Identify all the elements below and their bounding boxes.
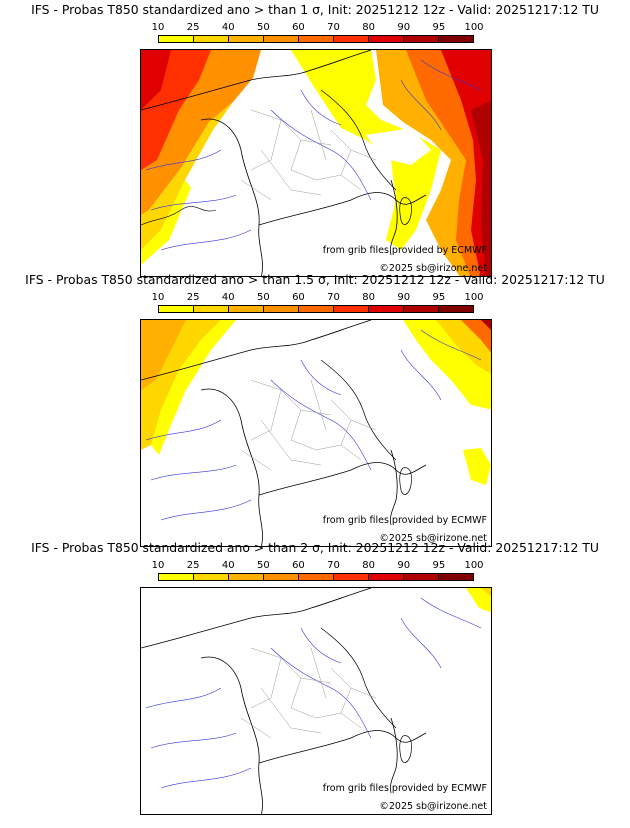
colorbar-swatch — [369, 574, 404, 580]
colorbar-labels: 10 25 40 50 60 70 80 90 95 100 — [152, 292, 484, 304]
colorbar-swatch — [264, 36, 299, 42]
colorbar-tick-label: 60 — [292, 292, 305, 303]
colorbar-swatch — [229, 306, 264, 312]
colorbar-tick-label: 70 — [327, 22, 340, 33]
colorbar-tick-label: 90 — [397, 560, 411, 571]
colorbar-swatch — [299, 306, 334, 312]
colorbar-tick-label: 90 — [397, 292, 411, 303]
source-credit: from grib files provided by ECMWF — [322, 515, 487, 526]
colorbar-tick-label: 10 — [151, 22, 165, 33]
colorbar-swatch — [439, 36, 473, 42]
colorbar-tick-label: 25 — [186, 560, 200, 571]
source-credit: from grib files provided by ECMWF — [322, 783, 487, 794]
colorbar-tick-label: 25 — [186, 292, 200, 303]
colorbar-swatch — [299, 574, 334, 580]
copyright-credit: ©2025 sb@irizone.net — [379, 533, 487, 544]
colorbar-tick-label: 80 — [362, 292, 376, 303]
colorbar-swatch — [159, 574, 194, 580]
colorbar-labels: 10 25 40 50 60 70 80 90 95 100 — [152, 560, 484, 572]
copyright-credit: ©2025 sb@irizone.net — [379, 801, 487, 812]
colorbar-tick-label: 70 — [327, 560, 340, 571]
probability-map: from grib files provided by ECMWF ©2025 … — [140, 587, 492, 815]
map-panel-3: IFS - Probas T850 standardized ano > tha… — [0, 538, 630, 815]
colorbar — [158, 573, 474, 581]
map-panel-2: IFS - Probas T850 standardized ano > tha… — [0, 270, 630, 547]
colorbar-tick-label: 95 — [432, 22, 446, 33]
colorbar-labels: 10 25 40 50 60 70 80 90 95 100 — [152, 22, 484, 34]
colorbar-swatch — [334, 36, 369, 42]
source-credit: from grib files provided by ECMWF — [322, 245, 487, 256]
colorbar-tick-label: 60 — [292, 22, 305, 33]
panel-title: IFS - Probas T850 standardized ano > tha… — [25, 272, 605, 287]
probability-map: from grib files provided by ECMWF ©2025 … — [140, 319, 492, 547]
colorbar-swatch — [159, 306, 194, 312]
colorbar-tick-label: 50 — [256, 292, 270, 303]
panel-title: IFS - Probas T850 standardized ano > tha… — [31, 2, 599, 17]
colorbar-tick-label: 95 — [432, 560, 446, 571]
colorbar-tick-label: 70 — [327, 292, 340, 303]
colorbar-tick-label: 95 — [432, 292, 446, 303]
colorbar-swatch — [229, 36, 264, 42]
colorbar-swatch — [194, 574, 229, 580]
colorbar — [158, 35, 474, 43]
colorbar-tick-label: 100 — [464, 292, 484, 303]
colorbar-swatch — [229, 574, 264, 580]
colorbar-swatch — [194, 36, 229, 42]
colorbar-tick-label: 40 — [221, 22, 235, 33]
colorbar-tick-label: 80 — [362, 560, 376, 571]
colorbar-swatch — [404, 306, 439, 312]
panel-title: IFS - Probas T850 standardized ano > tha… — [31, 540, 599, 555]
colorbar-swatch — [404, 574, 439, 580]
colorbar-tick-label: 90 — [397, 22, 411, 33]
colorbar-swatch — [264, 574, 299, 580]
colorbar-tick-label: 50 — [256, 22, 270, 33]
colorbar-swatch — [439, 306, 473, 312]
colorbar-swatch — [334, 574, 369, 580]
colorbar-swatch — [264, 306, 299, 312]
copyright-credit: ©2025 sb@irizone.net — [379, 263, 487, 274]
colorbar — [158, 305, 474, 313]
colorbar-tick-label: 50 — [256, 560, 270, 571]
map-panel-1: IFS - Probas T850 standardized ano > tha… — [0, 0, 630, 277]
map-canvas — [141, 50, 491, 276]
map-canvas — [141, 320, 491, 546]
colorbar-tick-label: 25 — [186, 22, 200, 33]
colorbar-swatch — [404, 36, 439, 42]
colorbar-swatch — [194, 306, 229, 312]
map-canvas — [141, 588, 491, 814]
colorbar-tick-label: 100 — [464, 22, 484, 33]
colorbar-tick-label: 40 — [221, 292, 235, 303]
colorbar-tick-label: 10 — [151, 560, 165, 571]
colorbar-swatch — [369, 306, 404, 312]
colorbar-swatch — [369, 36, 404, 42]
colorbar-tick-label: 10 — [151, 292, 165, 303]
colorbar-tick-label: 100 — [464, 560, 484, 571]
colorbar-swatch — [159, 36, 194, 42]
probability-map: from grib files provided by ECMWF ©2025 … — [140, 49, 492, 277]
colorbar-swatch — [299, 36, 334, 42]
colorbar-tick-label: 60 — [292, 560, 305, 571]
colorbar-tick-label: 80 — [362, 22, 376, 33]
colorbar-tick-label: 40 — [221, 560, 235, 571]
colorbar-swatch — [334, 306, 369, 312]
colorbar-swatch — [439, 574, 473, 580]
